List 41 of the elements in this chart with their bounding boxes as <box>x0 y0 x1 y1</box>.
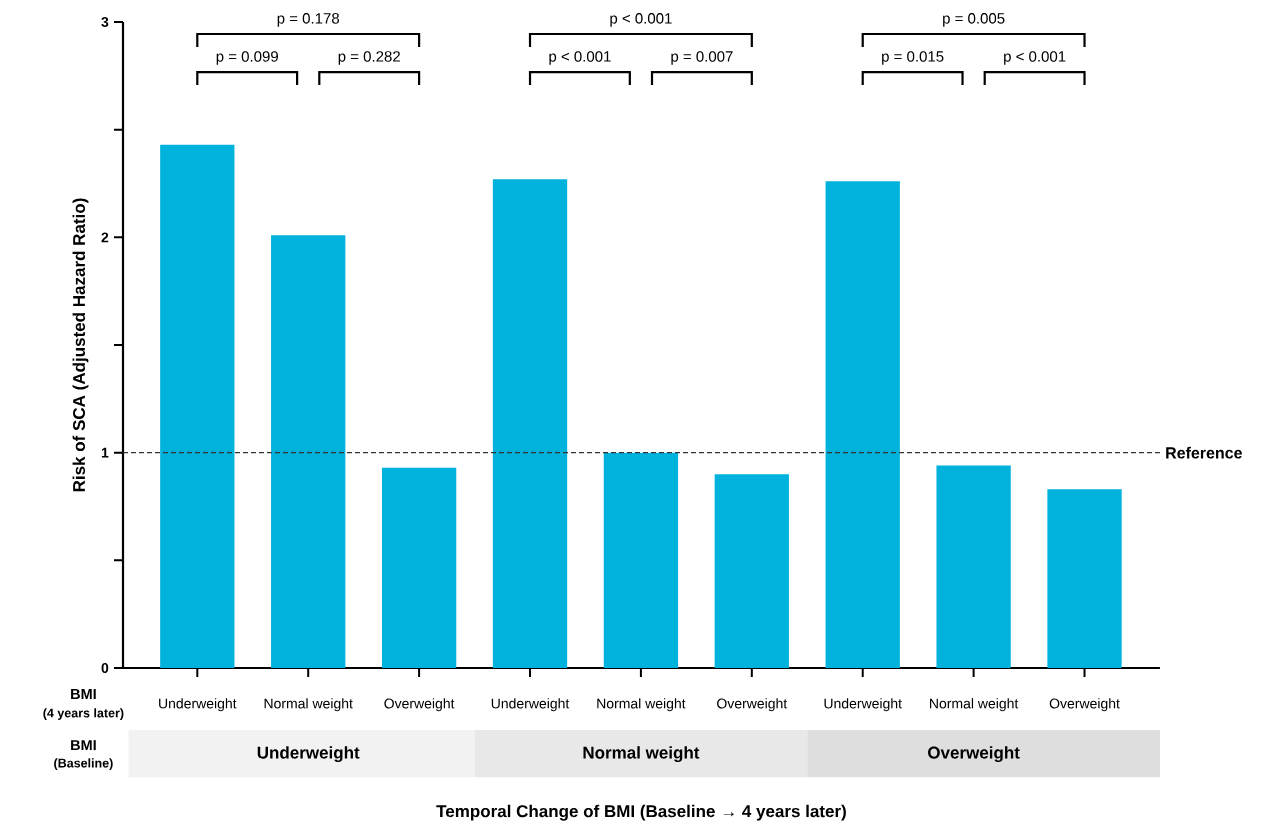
text: (4 years later) <box>43 708 124 720</box>
x-tick-label: Underweight <box>491 698 570 712</box>
text: BMI <box>71 689 96 700</box>
bar <box>271 235 346 668</box>
annotation: p = 0.099 <box>216 51 278 65</box>
text: Normal weight <box>583 746 700 763</box>
bar <box>603 452 679 668</box>
annotation: p = 0.007 <box>671 51 733 65</box>
text: BMI <box>71 740 96 751</box>
x-tick-label: Underweight <box>824 698 902 712</box>
bar <box>714 474 789 668</box>
bar <box>160 144 235 668</box>
bar <box>381 467 457 668</box>
bar <box>825 181 900 668</box>
x-tick-label: Overweight <box>384 698 455 712</box>
text: Temporal Change of BMI (Baseline → 4 years later) <box>436 804 846 821</box>
x-tick-label: Normal weight <box>930 698 1019 712</box>
x-tick-label: Normal weight <box>597 698 686 712</box>
annotation: p < 0.001 <box>1004 51 1066 65</box>
annotation: p = 0.178 <box>277 13 340 27</box>
bar <box>492 179 568 668</box>
annotation: p < 0.001 <box>610 13 672 27</box>
x-tick-label: Overweight <box>717 698 788 712</box>
y-tick-label: 2 <box>101 232 109 243</box>
annotation: p = 0.005 <box>943 13 1005 27</box>
y-axis-title: Risk of SCA (Adjusted Hazard Ratio) <box>72 198 89 492</box>
y-tick-label: 0 <box>101 663 109 673</box>
y-tick-label: 1 <box>101 447 109 458</box>
text: Overweight <box>928 746 1020 763</box>
x-tick-label: Overweight <box>1049 698 1120 712</box>
x-tick-label: Underweight <box>159 698 237 712</box>
x-tick-label: Normal weight <box>264 698 353 712</box>
text: (Baseline) <box>54 758 113 770</box>
y-tick-label: 3 <box>101 17 109 27</box>
ref-line-label: Reference <box>1166 446 1242 459</box>
text: Underweight <box>257 746 360 763</box>
bar <box>936 465 1011 668</box>
annotation: p = 0.015 <box>882 51 944 65</box>
annotation: p = 0.282 <box>338 51 400 65</box>
bar <box>1047 489 1122 668</box>
annotation: p < 0.001 <box>549 51 611 65</box>
